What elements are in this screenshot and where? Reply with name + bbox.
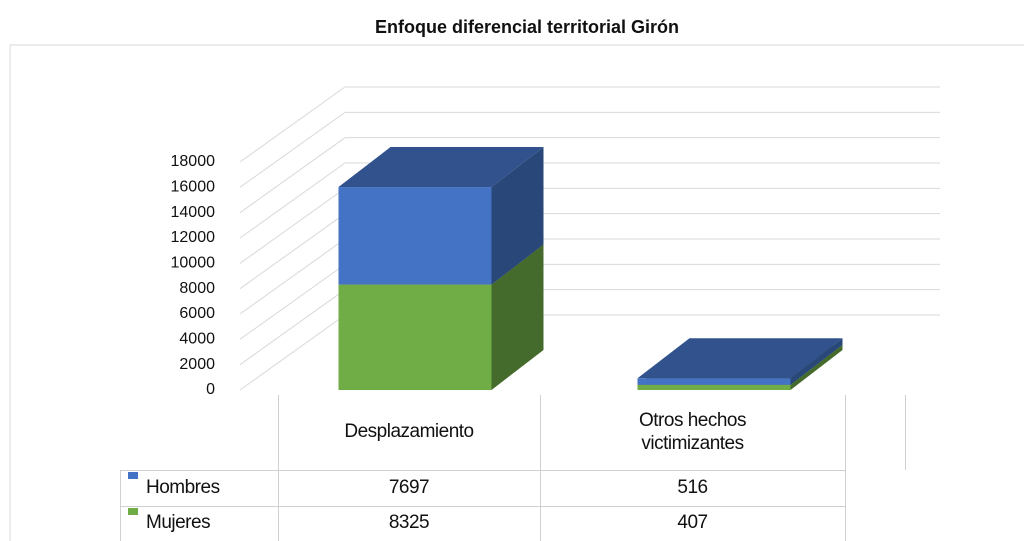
bar-side	[491, 147, 544, 285]
table-header: Desplazamiento	[344, 421, 474, 443]
table-border	[278, 395, 279, 541]
chart-title: Enfoque diferencial territorial Girón	[375, 17, 679, 37]
bar-front	[637, 384, 791, 390]
bar-side	[790, 344, 843, 390]
table-border	[540, 395, 541, 541]
bar-front	[338, 284, 492, 390]
table-value: 407	[677, 512, 708, 534]
y-tick-label: 12000	[171, 229, 216, 246]
y-tick-label: 18000	[171, 153, 216, 170]
bar-top	[637, 338, 843, 379]
y-tick-label: 10000	[171, 255, 216, 272]
grid-line	[239, 86, 940, 163]
grid-line	[239, 111, 940, 188]
legend-swatch	[128, 508, 138, 515]
grid-line	[239, 162, 940, 239]
bar-side	[491, 244, 544, 390]
table-border	[120, 506, 845, 507]
y-tick-label: 16000	[171, 179, 216, 196]
table-value: 8325	[388, 512, 430, 534]
table-value: 7697	[388, 476, 430, 498]
table-border	[120, 470, 121, 541]
y-tick-label: 8000	[179, 280, 215, 297]
table-border	[845, 395, 846, 541]
table-header: Otros hechos victimizantes	[639, 409, 747, 454]
chart-border	[9, 44, 1024, 541]
bar-segment	[637, 338, 843, 385]
bar-front	[637, 378, 791, 385]
bar-top	[338, 147, 544, 188]
bar-side	[790, 338, 843, 385]
y-tick-label: 14000	[171, 204, 216, 221]
legend-swatch	[128, 472, 138, 479]
bar-segment	[338, 147, 544, 285]
y-tick-label: 2000	[179, 356, 215, 373]
legend-entry: Hombres	[120, 470, 278, 506]
y-tick-label: 0	[206, 381, 215, 398]
bar-front	[338, 187, 492, 285]
y-tick-label: 4000	[179, 331, 215, 348]
legend-entry: Mujeres	[120, 506, 278, 541]
y-tick-label: 6000	[179, 305, 215, 322]
grid-line	[239, 137, 940, 214]
table-border	[120, 470, 845, 471]
table-value: 516	[677, 476, 708, 498]
table-border	[905, 395, 906, 470]
